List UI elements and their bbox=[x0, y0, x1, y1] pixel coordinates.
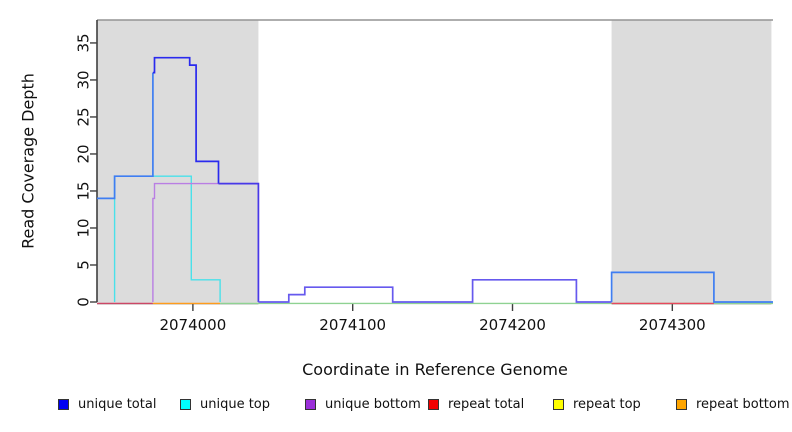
legend: unique total unique top unique bottom repea… bbox=[0, 395, 792, 421]
legend-swatch-unique-bottom bbox=[305, 398, 316, 410]
y-tick-label: 5 bbox=[75, 260, 93, 270]
legend-item-unique-bottom: unique bottom bbox=[305, 395, 421, 413]
legend-label-repeat-top: repeat top bbox=[573, 396, 641, 412]
y-tick-label: 15 bbox=[75, 181, 93, 200]
y-tick-label: 30 bbox=[75, 70, 93, 89]
y-tick-label: 35 bbox=[75, 33, 93, 52]
legend-swatch-unique-total bbox=[58, 398, 69, 410]
series-line-unique-total-seg3 bbox=[258, 278, 612, 303]
x-tick-label: 2074100 bbox=[319, 316, 386, 334]
x-axis-title: Coordinate in Reference Genome bbox=[302, 360, 568, 379]
y-tick-label: 0 bbox=[75, 297, 93, 307]
legend-label-unique-total: unique total bbox=[78, 396, 157, 412]
y-axis-title: Read Coverage Depth bbox=[18, 73, 38, 249]
legend-label-repeat-bottom: repeat bottom bbox=[696, 396, 790, 412]
legend-item-repeat-top: repeat top bbox=[553, 395, 641, 413]
legend-item-repeat-total: repeat total bbox=[428, 395, 524, 413]
x-tick-label: 2074200 bbox=[479, 316, 546, 334]
legend-label-unique-top: unique top bbox=[200, 396, 271, 412]
x-tick-label: 2074300 bbox=[639, 316, 706, 334]
y-tick-label: 25 bbox=[75, 107, 93, 126]
x-tick-label: 2074000 bbox=[159, 316, 226, 334]
y-tick-label: 10 bbox=[75, 218, 93, 237]
left-repeat-region bbox=[97, 20, 259, 305]
series-line-unique-total-seg4 bbox=[610, 271, 773, 303]
right-repeat-region bbox=[611, 20, 772, 305]
legend-swatch-repeat-total bbox=[428, 398, 439, 410]
legend-item-unique-top: unique top bbox=[180, 395, 270, 413]
series-line-unique-total-seg2 bbox=[218, 182, 260, 302]
legend-swatch-unique-top bbox=[180, 398, 191, 410]
y-tick-label: 20 bbox=[75, 144, 93, 163]
series-line-unique-total-seg1 bbox=[152, 56, 220, 184]
legend-item-unique-total: unique total bbox=[58, 395, 156, 413]
series-line-unique-total-seg0 bbox=[97, 72, 154, 200]
legend-label-repeat-total: repeat total bbox=[448, 396, 525, 412]
legend-label-unique-bottom: unique bottom bbox=[325, 396, 421, 412]
legend-swatch-repeat-top bbox=[553, 398, 564, 410]
legend-item-repeat-bottom: repeat bottom bbox=[676, 395, 790, 413]
legend-swatch-repeat-bottom bbox=[676, 398, 687, 410]
